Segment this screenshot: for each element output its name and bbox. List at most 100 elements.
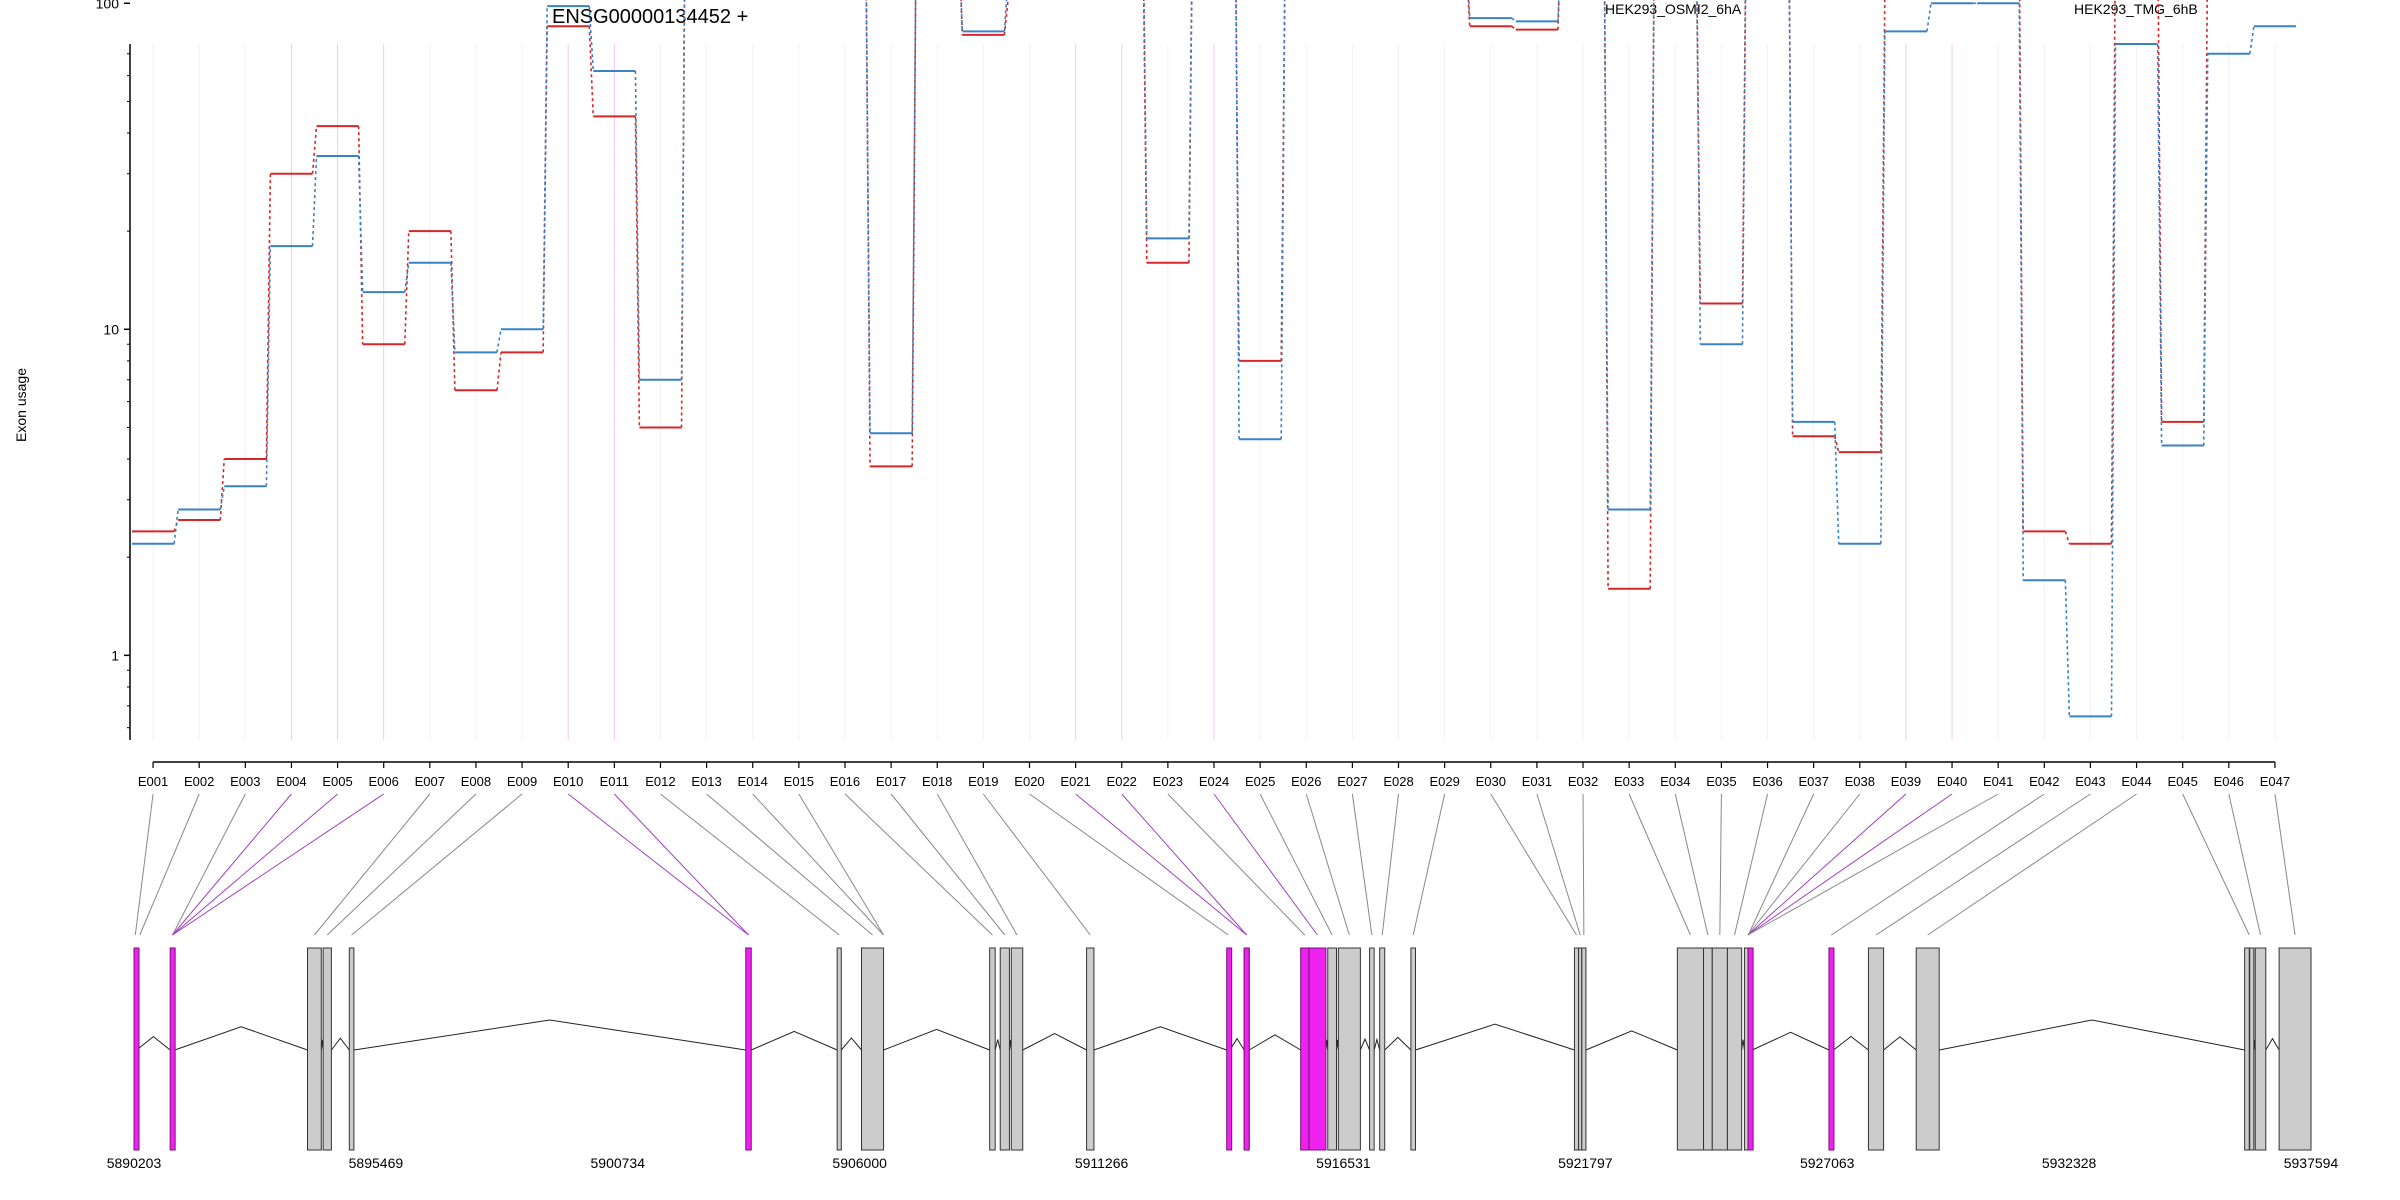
intron-line <box>1384 1036 1412 1051</box>
series-lines <box>132 0 2296 718</box>
exon-tick-label: E047 <box>2260 774 2290 789</box>
exon-box <box>1379 947 1386 1151</box>
exon-box-significant <box>1226 947 1233 1151</box>
exon-box-significant <box>1300 947 1310 1151</box>
y-tick-label: 1 <box>111 647 119 663</box>
intron-line <box>1585 1030 1678 1051</box>
genomic-tick-label: 5895469 <box>349 1155 404 1171</box>
exon-box-significant <box>1828 947 1835 1151</box>
exon-box <box>1369 947 1375 1151</box>
exon-connectors <box>134 793 2296 936</box>
exon-tick-label: E034 <box>1660 774 1690 789</box>
exon-usage-connector <box>911 0 917 434</box>
exon-usage-connector <box>1511 25 1517 31</box>
exon-tick-label: E025 <box>1245 774 1275 789</box>
exon-box <box>2278 947 2312 1151</box>
exon-box <box>2249 947 2255 1151</box>
exon-tick-label: E035 <box>1706 774 1736 789</box>
exon-tick-label: E039 <box>1891 774 1921 789</box>
exon-connector <box>172 793 246 936</box>
intron-line <box>1229 1037 1245 1051</box>
exon-connector <box>1351 793 1373 936</box>
exon-usage-connector <box>588 6 595 72</box>
exon-connector <box>1747 793 1999 936</box>
intron-line <box>353 1019 746 1051</box>
exon-usage-connector <box>311 126 318 174</box>
exon-usage-connector <box>1696 0 1702 345</box>
exon-tick-label: E029 <box>1429 774 1459 789</box>
exon-box <box>1743 947 1749 1151</box>
exon-connector <box>172 793 338 936</box>
exon-tick-label: E006 <box>369 774 399 789</box>
exon-tick-label: E028 <box>1383 774 1413 789</box>
exon-box <box>1711 947 1728 1151</box>
exon-tick-label: E004 <box>276 774 306 789</box>
exon-box <box>1726 947 1743 1151</box>
exon-usage-connector <box>2018 3 2025 581</box>
intron-line <box>1022 1033 1087 1051</box>
exon-connector <box>1381 793 1400 936</box>
legend-entry-series-2: HEK293_TMG_6hB <box>2074 1 2198 17</box>
exon-usage-connector <box>403 262 410 293</box>
exon-usage-connector <box>1741 0 1747 345</box>
exon-box-significant <box>1243 947 1250 1151</box>
exon-connector <box>172 793 292 936</box>
exon-connector <box>2182 793 2250 936</box>
exon-usage-connector <box>496 352 502 391</box>
exon-box-significant <box>133 947 140 1151</box>
exon-connector <box>326 793 477 936</box>
exon-tick-label: E026 <box>1291 774 1321 789</box>
intron-line <box>1248 1034 1301 1051</box>
exon-connector <box>798 793 884 936</box>
exon-usage-connector <box>1649 0 1655 510</box>
exon-usage-connector <box>1557 0 1560 22</box>
exon-usage-connector <box>450 262 456 353</box>
exon-usage-connector <box>1235 0 1240 440</box>
exon-usage-connector <box>2064 531 2071 544</box>
genomic-tick-label: 5932328 <box>2042 1155 2097 1171</box>
exon-tick-label: E020 <box>1014 774 1044 789</box>
exon-usage-connector <box>403 231 410 345</box>
exon-tick-label: E046 <box>2214 774 2244 789</box>
exon-connector <box>2228 793 2262 936</box>
exon-usage-connector <box>1926 3 1932 32</box>
intron-line <box>883 1028 990 1051</box>
exon-box <box>1867 947 1885 1151</box>
genomic-tick-label: 5927063 <box>1800 1155 1855 1171</box>
exon-connector <box>1582 793 1585 936</box>
intron-line <box>1373 1037 1381 1051</box>
exon-usage-connector <box>1280 0 1286 440</box>
exon-usage-connector <box>265 246 272 487</box>
exon-connector <box>1412 793 1446 936</box>
exon-connector <box>1121 793 1248 936</box>
exon-box-significant <box>1747 947 1754 1151</box>
exon-connector <box>2274 793 2296 936</box>
exon-box <box>989 947 996 1151</box>
exon-box <box>322 947 332 1151</box>
exon-usage-connector <box>911 0 917 467</box>
exon-box <box>2254 947 2267 1151</box>
intron-line <box>1359 1037 1371 1051</box>
exon-tick-label: E042 <box>2029 774 2059 789</box>
genomic-tick-label: 5911266 <box>1075 1155 1129 1171</box>
exon-box <box>1703 947 1713 1151</box>
exon-connector <box>613 793 749 936</box>
intron-line <box>1093 1026 1227 1051</box>
exon-connector <box>1259 793 1333 936</box>
exon-connector <box>1305 793 1350 936</box>
exon-usage-connector <box>219 458 226 521</box>
exon-box <box>1915 947 1940 1151</box>
exon-tick-label: E033 <box>1614 774 1644 789</box>
exon-tick-label: E031 <box>1522 774 1552 789</box>
intron-line <box>330 1037 350 1051</box>
exon-usage-connector <box>2110 0 2116 544</box>
exon-connector <box>1213 793 1318 936</box>
exon-connector <box>936 793 1018 936</box>
intron-line <box>751 1030 838 1051</box>
exon-tick-label: E041 <box>1983 774 2013 789</box>
intron-line <box>174 1026 308 1051</box>
exon-box-significant <box>1308 947 1327 1151</box>
exon-connector <box>1490 793 1577 936</box>
exon-connector <box>1747 793 1907 936</box>
